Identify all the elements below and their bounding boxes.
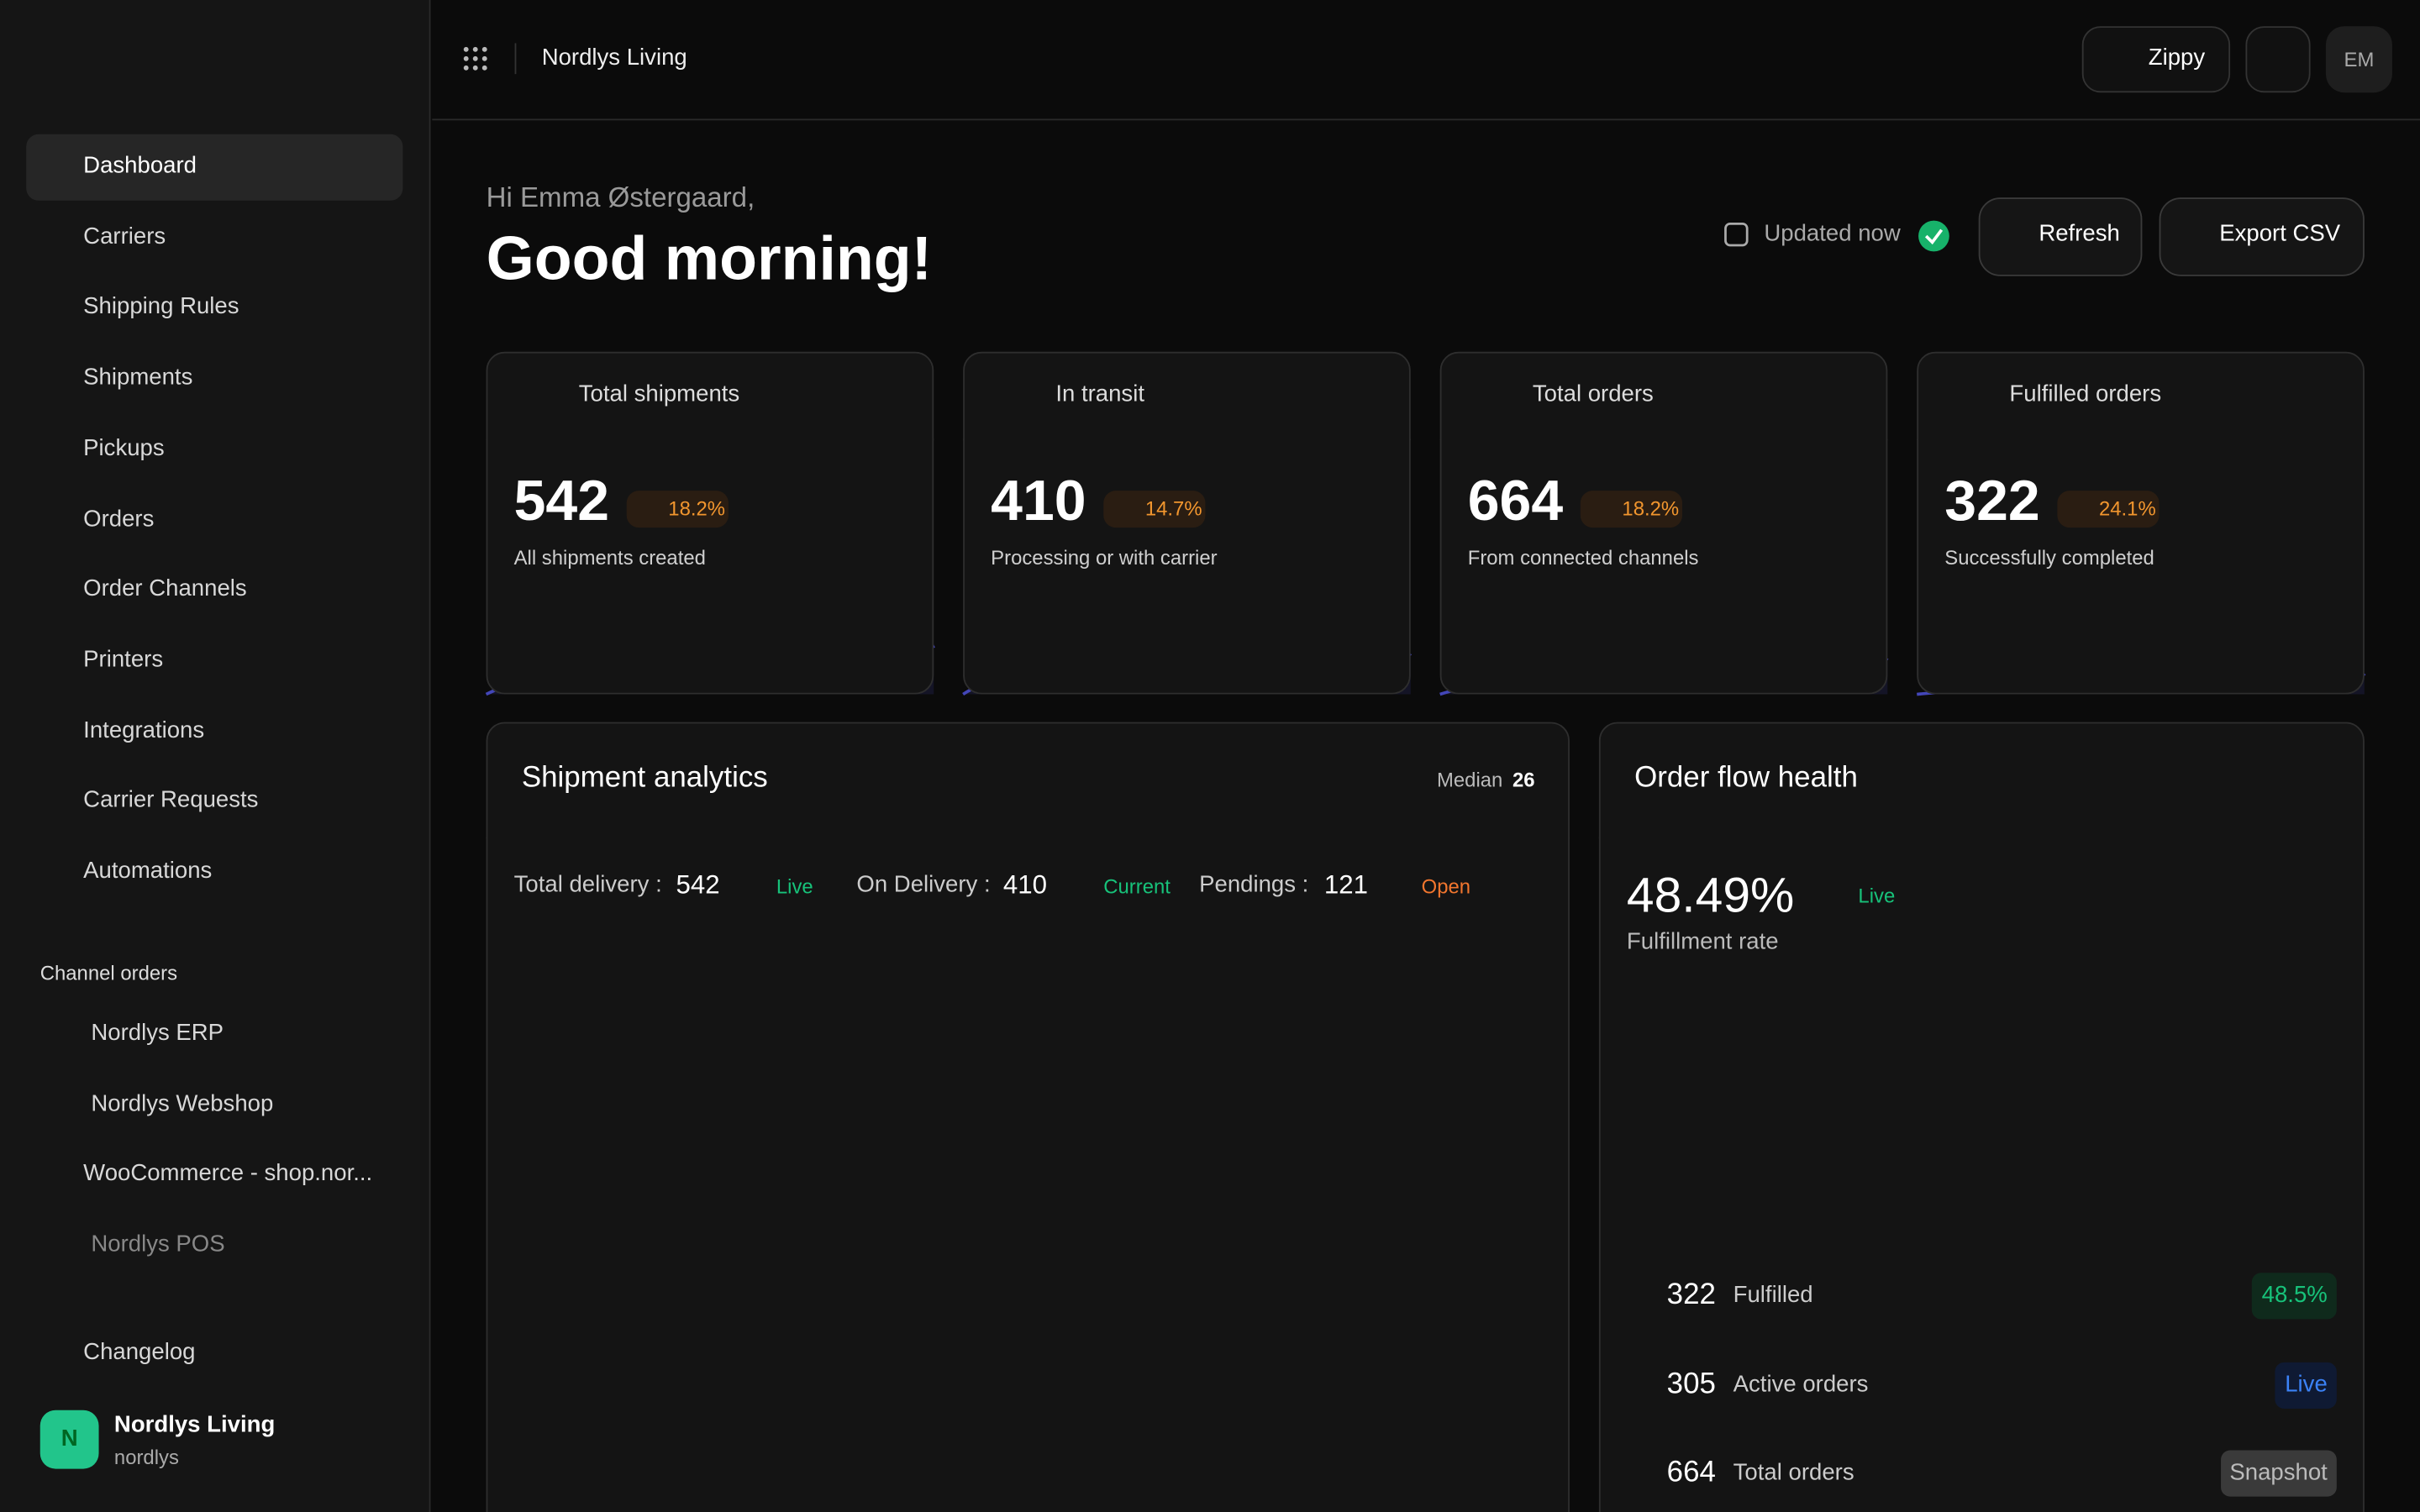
summary-badge: 48.5% <box>2252 1273 2337 1320</box>
rate: 48.49% <box>1626 867 1795 923</box>
channel[interactable]: Nordlys Webshop <box>91 1090 274 1117</box>
avatar: N <box>39 1410 99 1469</box>
nav-item[interactable]: Printers <box>83 646 164 673</box>
panel-title: Order flow health <box>1634 762 1858 795</box>
check <box>1924 228 1944 245</box>
chat-button[interactable] <box>2245 26 2311 93</box>
card-title: Total orders <box>1532 381 1654 407</box>
user-button[interactable]: EM <box>2325 26 2392 93</box>
nav-item[interactable]: Automations <box>83 858 213 885</box>
changelog[interactable]: Changelog <box>83 1339 196 1366</box>
greeting: Hi Emma Østergaard, <box>486 181 755 213</box>
stat-label: Pendings : <box>1199 871 1309 898</box>
action-button[interactable] <box>1978 197 2143 276</box>
change-badge <box>626 491 729 528</box>
stat-tag: Live <box>776 874 813 898</box>
card-value: 410 <box>991 469 1086 533</box>
card-caption: All shipments created <box>513 546 706 570</box>
median-label: Median <box>1437 768 1503 792</box>
card-title: Total shipments <box>578 381 740 407</box>
app-button[interactable] <box>2081 26 2231 93</box>
change-badge <box>2057 491 2160 528</box>
card-change: 18.2% <box>668 496 726 520</box>
summary-value: 664 <box>1666 1456 1716 1489</box>
change-badge <box>1103 491 1206 528</box>
nav-item[interactable]: Pickups <box>83 434 165 461</box>
stat-value: 542 <box>676 869 720 900</box>
summary-badge: Snapshot <box>2220 1450 2337 1497</box>
card-title: In transit <box>1055 381 1145 407</box>
card-value: 322 <box>1944 469 2040 533</box>
nav-item[interactable]: Integrations <box>83 717 205 743</box>
apps-dot <box>472 46 478 52</box>
stat-label: Total delivery : <box>513 871 662 898</box>
channel[interactable]: WooCommerce - shop.nor... <box>83 1160 373 1187</box>
apps-dot <box>481 46 487 52</box>
page-title: Good morning! <box>486 225 933 293</box>
section-title: Channel orders <box>39 961 178 984</box>
card-title: Fulfilled orders <box>2009 381 2162 407</box>
card-value: 664 <box>1467 469 1564 533</box>
apps-dot <box>463 65 469 71</box>
stat-label: On Delivery : <box>856 871 991 898</box>
stat-tag: Open <box>1421 874 1471 898</box>
flow-panel <box>1598 722 2365 1512</box>
nav-item[interactable]: Order Channels <box>83 575 247 602</box>
icon <box>1724 222 1749 247</box>
card-caption: Processing or with carrier <box>991 546 1218 570</box>
topbar <box>432 0 2420 121</box>
app-name[interactable]: Zippy <box>2148 45 2206 71</box>
channel[interactable]: Nordlys ERP <box>91 1020 224 1047</box>
apps-dot <box>463 46 469 52</box>
apps-dot <box>472 65 478 71</box>
summary-value: 305 <box>1666 1368 1716 1400</box>
apps-dot <box>463 55 469 61</box>
stat-value: 121 <box>1323 869 1369 900</box>
card-change: 18.2% <box>1622 496 1680 520</box>
summary-value: 322 <box>1666 1278 1716 1312</box>
account-name: Nordlys Living <box>113 1411 276 1438</box>
summary-label: Fulfilled <box>1733 1282 1813 1309</box>
summary-label: Active orders <box>1733 1370 1869 1398</box>
card-change: 24.1% <box>2098 496 2156 520</box>
card-caption: Successfully completed <box>1944 546 2154 570</box>
summary-badge: Live <box>2275 1361 2337 1409</box>
account-handle: nordlys <box>113 1446 179 1469</box>
action-label[interactable]: Refresh <box>2039 220 2120 247</box>
change-badge <box>1580 491 1683 528</box>
nav-item[interactable]: Carrier Requests <box>83 787 259 814</box>
card-change: 14.7% <box>1144 496 1202 520</box>
stat-tag: Current <box>1103 874 1171 898</box>
apps-dot <box>481 55 487 61</box>
card-value: 542 <box>513 469 610 533</box>
nav-item[interactable]: Shipments <box>83 364 193 391</box>
rate-label: Fulfillment rate <box>1626 928 1779 955</box>
nav-item[interactable]: Orders <box>83 505 155 532</box>
nav-item[interactable]: Shipping Rules <box>83 293 239 320</box>
channel[interactable]: Nordlys POS <box>91 1231 225 1257</box>
status-check <box>1918 220 1949 252</box>
stat-value: 410 <box>1002 869 1047 900</box>
analytics-panel <box>486 722 1570 1512</box>
rate-tag: Live <box>1858 884 1896 908</box>
card-caption: From connected channels <box>1467 546 1699 570</box>
nav-active <box>26 134 403 201</box>
nav-item[interactable]: Carriers <box>83 223 166 249</box>
sidebar <box>0 0 431 1512</box>
workspace: Nordlys Living <box>541 45 687 71</box>
apps-dot <box>481 65 487 71</box>
median-value: 26 <box>1512 768 1535 792</box>
action-label[interactable]: Export CSV <box>2219 220 2341 247</box>
panel-title: Shipment analytics <box>521 762 768 795</box>
summary-label: Total orders <box>1733 1459 1854 1486</box>
action-button[interactable] <box>2159 197 2365 276</box>
status: Updated now <box>1764 220 1901 247</box>
apps-dot <box>472 55 478 61</box>
nav-item[interactable]: Dashboard <box>83 152 197 180</box>
